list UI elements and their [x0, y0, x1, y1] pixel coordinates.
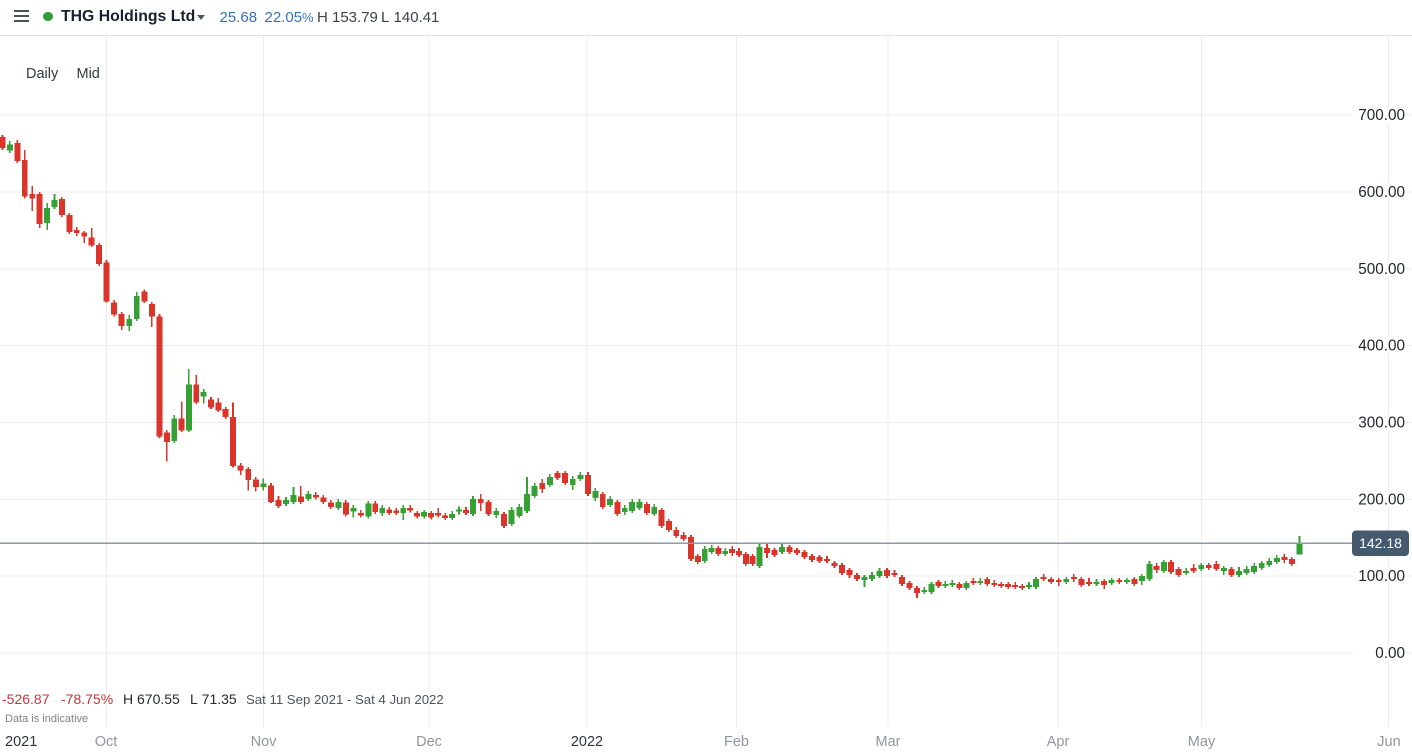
svg-text:0.00: 0.00	[1375, 645, 1405, 662]
svg-text:400.00: 400.00	[1358, 338, 1405, 355]
svg-text:600.00: 600.00	[1358, 184, 1405, 201]
svg-text:500.00: 500.00	[1358, 261, 1405, 278]
svg-text:100.00: 100.00	[1358, 568, 1405, 585]
svg-text:142.18: 142.18	[1359, 535, 1402, 551]
svg-text:300.00: 300.00	[1358, 415, 1405, 432]
svg-text:700.00: 700.00	[1358, 107, 1405, 124]
svg-text:200.00: 200.00	[1358, 491, 1405, 508]
